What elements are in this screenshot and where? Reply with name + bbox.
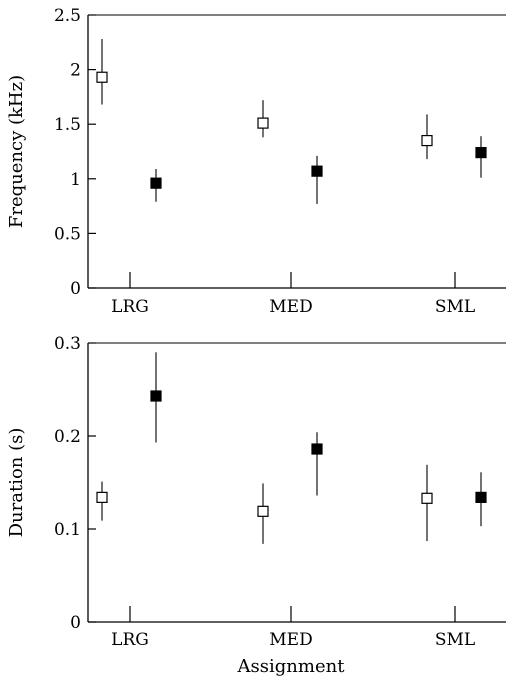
y-tick-label: 2.5 — [54, 6, 81, 26]
y-tick-label: 0 — [70, 279, 81, 299]
filled-square-marker — [311, 443, 323, 455]
filled-square-marker — [150, 177, 162, 189]
filled-square-marker — [475, 146, 487, 159]
y-tick-label: 0 — [70, 613, 81, 633]
y-tick-label: 0.3 — [54, 334, 81, 354]
filled-square-marker — [475, 491, 487, 503]
y-axis-title: Frequency (kHz) — [6, 75, 27, 228]
open-square-marker — [96, 491, 108, 503]
y-tick-label: 1.5 — [54, 115, 81, 135]
x-tick-label: MED — [269, 630, 312, 650]
open-square-marker — [257, 505, 269, 517]
open-square-marker — [96, 71, 108, 83]
x-axis-title: Assignment — [237, 656, 346, 677]
duration-panel: 0 0.1 0.2 0.3 LRG MED SML Duration (s) Assignmen… — [6, 334, 506, 677]
filled-square-marker — [311, 165, 323, 177]
open-square-marker — [257, 117, 269, 129]
x-tick-label: MED — [269, 297, 312, 317]
x-tick-label: SML — [435, 297, 475, 317]
y-tick-label: 1 — [70, 170, 81, 190]
x-tick-label: SML — [435, 630, 475, 650]
x-tick-label: LRG — [111, 297, 149, 317]
y-tick-label: 0.2 — [54, 427, 81, 447]
open-square-marker — [421, 492, 433, 504]
x-tick-label: LRG — [111, 630, 149, 650]
y-tick-label: 0.1 — [54, 520, 81, 540]
y-tick-label: 2 — [70, 61, 81, 81]
frequency-panel: 0 0.5 1 1.5 2 2.5 LRG MED SML Frequency (kHz) — [6, 6, 506, 317]
y-axis-title: Duration (s) — [6, 428, 27, 538]
open-square-marker — [421, 134, 433, 147]
y-tick-label: 0.5 — [54, 224, 81, 244]
filled-square-marker — [150, 390, 162, 402]
